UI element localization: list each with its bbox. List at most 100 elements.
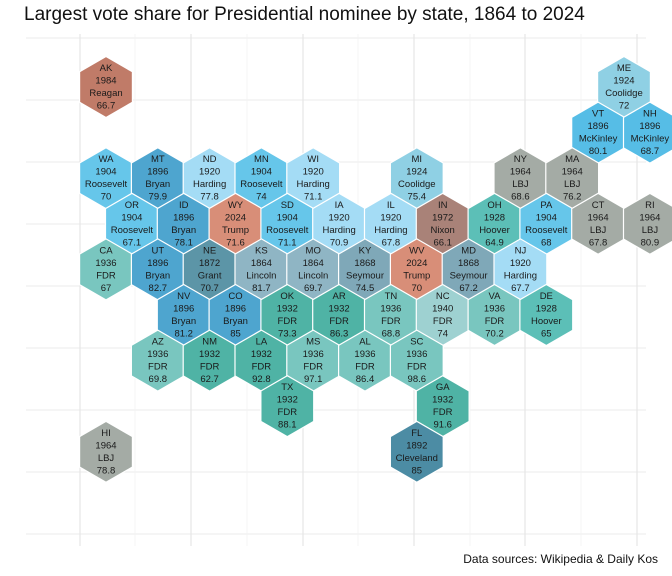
hex-label-nominee: Hoover <box>531 316 562 327</box>
hex-label-year: 1920 <box>303 167 324 178</box>
hex-label-share: 97.1 <box>304 374 323 385</box>
hex-label-year: 1964 <box>510 167 531 178</box>
hex-label-year: 1920 <box>510 258 531 269</box>
hex-label-nominee: Roosevelt <box>240 179 283 190</box>
hex-label-nominee: Lincoln <box>246 270 276 281</box>
hex-label-year: 1904 <box>121 212 142 223</box>
hex-label-year: 1924 <box>613 76 634 87</box>
hex-label-share: 64.9 <box>485 237 504 248</box>
hex-label-year: 1924 <box>406 167 427 178</box>
hex-label-share: 68 <box>541 237 552 248</box>
hex-label-abbr: PA <box>540 200 553 211</box>
hex-label-share: 74.5 <box>356 283 375 294</box>
hex-label-abbr: NJ <box>515 245 527 256</box>
hex-label-nominee: LBJ <box>642 225 659 236</box>
hex-label-nominee: FDR <box>96 270 116 281</box>
hex-label-share: 74 <box>256 192 267 203</box>
hex-label-year: 1920 <box>329 212 350 223</box>
hex-label-abbr: MD <box>461 245 476 256</box>
hex-label-nominee: FDR <box>252 362 272 373</box>
hex-label-year: 1940 <box>432 304 453 315</box>
hex-label-nominee: McKinley <box>579 134 618 145</box>
hex-label-year: 2024 <box>406 258 427 269</box>
hex-label-nominee: Roosevelt <box>111 225 154 236</box>
hex-label-nominee: Hoover <box>479 225 510 236</box>
hex-label-share: 71.1 <box>304 192 323 203</box>
hex-label-abbr: OK <box>280 291 294 302</box>
hex-label-abbr: MA <box>565 154 580 165</box>
hex-label-year: 1868 <box>458 258 479 269</box>
hex-label-abbr: MS <box>306 337 320 348</box>
hex-label-nominee: Nixon <box>431 225 455 236</box>
hex-label-nominee: Trump <box>403 270 430 281</box>
hex-label-year: 1904 <box>95 167 116 178</box>
hex-label-abbr: VT <box>592 109 604 120</box>
hex-label-abbr: ID <box>179 200 189 211</box>
hex-label-abbr: RI <box>645 200 655 211</box>
hex-label-year: 1864 <box>303 258 324 269</box>
hex-label-abbr: UT <box>151 245 164 256</box>
hex-label-abbr: IN <box>438 200 448 211</box>
hex-label-share: 67.8 <box>382 237 401 248</box>
hex-label-year: 1972 <box>432 212 453 223</box>
hex-label-nominee: Seymour <box>450 270 488 281</box>
hex-label-nominee: LBJ <box>590 225 607 236</box>
hex-label-nominee: FDR <box>433 316 453 327</box>
hex-label-share: 70 <box>412 283 423 294</box>
hex-label-abbr: NY <box>514 154 528 165</box>
hex-label-share: 66.1 <box>433 237 452 248</box>
hex-label-nominee: FDR <box>200 362 220 373</box>
hex-label-nominee: Coolidge <box>398 179 436 190</box>
hex-label-share: 70.2 <box>485 329 504 340</box>
hex-label-year: 1964 <box>562 167 583 178</box>
hex-label-nominee: FDR <box>278 407 298 418</box>
hex-label-nominee: LBJ <box>564 179 581 190</box>
hex-label-share: 68.7 <box>641 146 660 157</box>
hex-label-year: 1920 <box>380 212 401 223</box>
hex-label-abbr: WY <box>228 200 244 211</box>
hex-label-nominee: Harding <box>322 225 355 236</box>
hex-label-abbr: AK <box>100 63 113 74</box>
hex-label-share: 78.8 <box>97 465 116 476</box>
hex-label-nominee: FDR <box>355 362 375 373</box>
hex-label-nominee: Harding <box>193 179 226 190</box>
hex-label-abbr: AZ <box>152 337 164 348</box>
hex-label-year: 1904 <box>536 212 557 223</box>
hex-label-abbr: WI <box>307 154 319 165</box>
hex-label-abbr: DE <box>540 291 553 302</box>
hex-label-abbr: IA <box>335 200 345 211</box>
hex-label-year: 1932 <box>277 304 298 315</box>
hex-label-abbr: CT <box>592 200 605 211</box>
hex-label-year: 1932 <box>251 349 272 360</box>
hex-label-year: 1920 <box>199 167 220 178</box>
hex-label-abbr: LA <box>256 337 268 348</box>
hex-label-nominee: Harding <box>504 270 537 281</box>
hex-label-abbr: CO <box>228 291 242 302</box>
hex-label-year: 1932 <box>277 395 298 406</box>
hex-label-abbr: AR <box>332 291 345 302</box>
hex-label-year: 1936 <box>303 349 324 360</box>
hex-label-abbr: TN <box>385 291 398 302</box>
hex-label-year: 1932 <box>199 349 220 360</box>
hex-label-abbr: MI <box>412 154 423 165</box>
hex-label-year: 1936 <box>406 349 427 360</box>
hex-label-year: 1936 <box>354 349 375 360</box>
hex-label-share: 74 <box>437 329 448 340</box>
hex-label-year: 1932 <box>432 395 453 406</box>
hex-label-share: 81.7 <box>252 283 271 294</box>
hex-label-year: 1928 <box>536 304 557 315</box>
hex-label-year: 1896 <box>147 167 168 178</box>
hex-label-abbr: VA <box>489 291 502 302</box>
hex-label-share: 81.2 <box>174 329 193 340</box>
hex-label-year: 1964 <box>588 212 609 223</box>
